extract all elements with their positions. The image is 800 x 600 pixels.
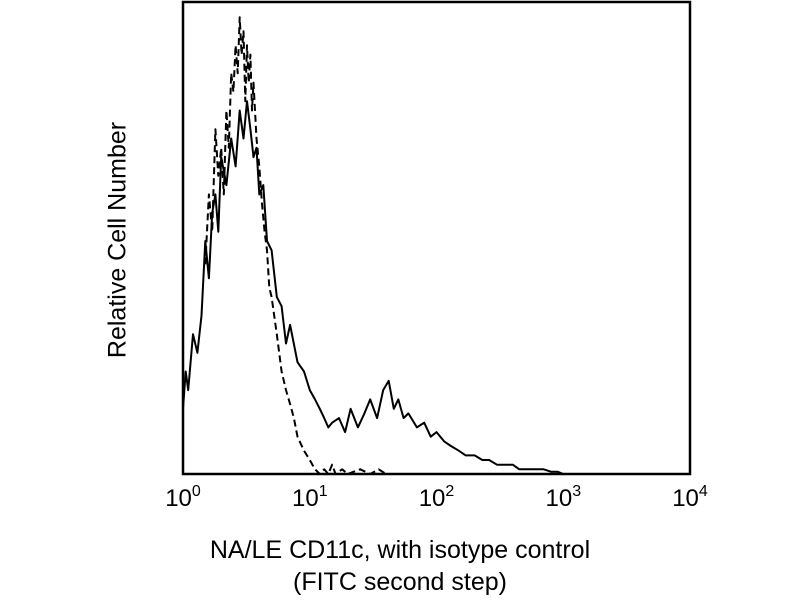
plot-frame [181,0,692,476]
series-line-dashed [204,16,387,475]
x-tick-label: 100 [165,483,201,512]
series-line-solid [182,100,564,475]
x-tick-label: 101 [292,483,328,512]
x-tick-layer: 100 101 102 103 104 [165,483,708,512]
x-axis-label-line-1: NA/LE CD11c, with isotype control [209,536,591,564]
x-axis-label-line-2: (FITC second step) [293,568,507,596]
series-layer [182,16,564,475]
x-tick-label: 104 [672,483,708,512]
y-axis-label: Relative Cell Number [103,121,132,359]
x-tick-label: 102 [419,483,455,512]
x-tick-label: 103 [545,483,581,512]
